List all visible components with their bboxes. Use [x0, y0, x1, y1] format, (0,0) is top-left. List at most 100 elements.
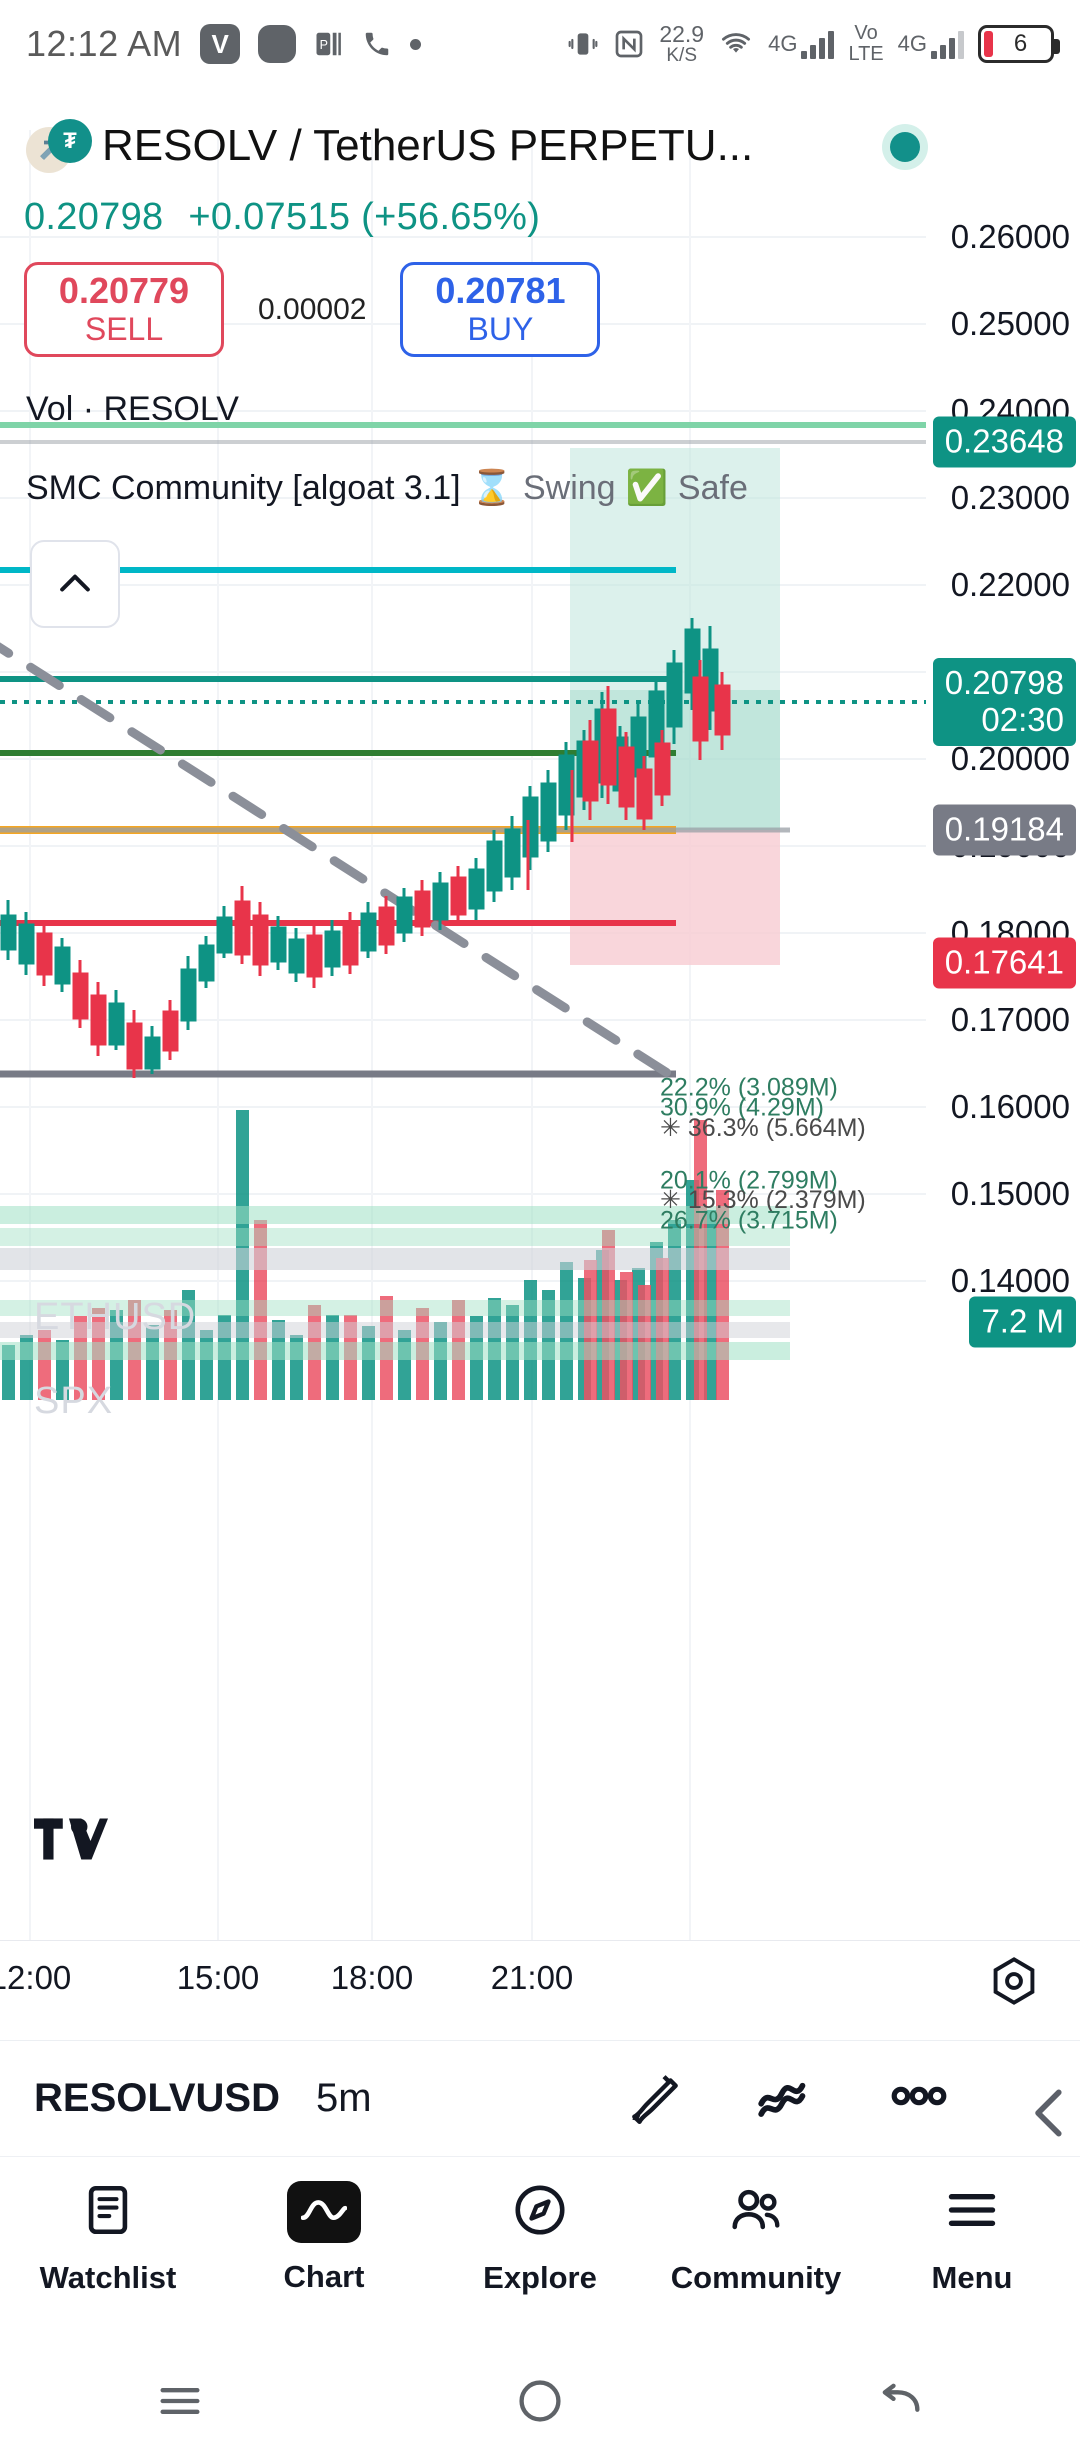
symbol-logos: ₮	[26, 117, 96, 175]
current-price-badge[interactable]: 0.20798 02:30	[932, 658, 1076, 746]
change-absolute: +0.07515	[188, 196, 351, 238]
legend-volume[interactable]: Vol · RESOLV	[26, 390, 239, 428]
price-chart[interactable]: 22.2% (3.089M) 30.9% (4.29M) ✳ 36.3% (5.66…	[0, 130, 926, 1940]
chevron-up-icon	[60, 574, 90, 592]
time-axis-label: 15:00	[176, 1959, 260, 1996]
price-axis[interactable]: 0.260000.250000.240000.230000.220000.210…	[926, 130, 1080, 1940]
nav-label-watchlist: Watchlist	[39, 2260, 177, 2295]
time-axis-label: 18:00	[330, 1959, 414, 1996]
hourglass-icon: ⌛	[470, 469, 513, 507]
volume-profile-label: ✳ 15.3% (2.379M)	[660, 1186, 866, 1214]
price-axis-label: 0.15000	[950, 1175, 1070, 1212]
chart-settings-icon[interactable]	[988, 1955, 1040, 2007]
time-axis[interactable]: 12:00 15:00 18:00 21:00	[0, 1940, 1080, 2014]
battery-icon: 6	[978, 25, 1060, 63]
home-icon[interactable]	[514, 2375, 566, 2432]
sell-label: SELL	[84, 310, 164, 347]
toolbar-symbol[interactable]: RESOLVUSD	[34, 2076, 280, 2120]
android-system-nav	[0, 2346, 1080, 2460]
volume-profile-label: 22.2% (3.089M)	[660, 1073, 838, 1102]
hamburger-icon	[943, 2181, 1001, 2244]
trade-buttons: 0.20779 SELL 0.00002 0.20781 BUY	[24, 262, 601, 357]
price-level-badge[interactable]: 7.2 M	[969, 1296, 1076, 1348]
nav-label-community: Community	[670, 2260, 842, 2295]
buy-price: 0.20781	[435, 270, 566, 312]
check-mark-icon: ✅	[625, 469, 668, 507]
price-level-badge[interactable]: 0.19184	[932, 804, 1076, 856]
nav-item-explore[interactable]: Explore	[440, 2181, 640, 2296]
nav-item-menu[interactable]: Menu	[872, 2181, 1072, 2296]
price-axis-label: 0.26000	[950, 218, 1070, 255]
time-axis-label: 12:00	[0, 1959, 72, 1996]
signal-4g-1: 4G	[768, 29, 835, 59]
last-price: 0.20798	[24, 196, 164, 238]
price-axis-label: 0.14000	[950, 1262, 1070, 1299]
buy-button[interactable]: 0.20781 BUY	[400, 262, 601, 357]
change-percent: (+56.65%)	[361, 196, 541, 238]
volume-profile-label: 26.7% (3.715M)	[660, 1206, 838, 1235]
compass-icon	[511, 2181, 569, 2244]
status-time: 12:12 AM	[26, 23, 183, 64]
svg-text:P: P	[320, 38, 328, 52]
nav-item-community[interactable]: Community	[656, 2181, 856, 2296]
legend-indicator[interactable]: SMC Community [algoat 3.1] ⌛ Swing ✅ Saf…	[26, 468, 748, 508]
nav-item-chart[interactable]: Chart	[224, 2181, 424, 2295]
background-symbol-text: SPX	[34, 1380, 114, 1422]
recorder-icon	[258, 25, 297, 63]
back-icon[interactable]	[874, 2375, 926, 2432]
signal-4g-2: 4G	[898, 29, 964, 59]
people-icon	[727, 2181, 785, 2244]
symbol-status-indicator	[882, 124, 928, 170]
quote-line: 0.20798 +0.07515 (+56.65%)	[24, 196, 540, 239]
chevron-left-icon[interactable]	[1020, 2082, 1062, 2137]
nav-label-menu: Menu	[931, 2260, 1013, 2295]
nav-label-chart: Chart	[283, 2259, 365, 2294]
price-axis-label: 0.25000	[950, 305, 1070, 342]
network-speed-indicator: 22.9 K/S	[659, 21, 705, 66]
candle-series	[0, 618, 731, 1078]
price-level-badge[interactable]: 0.23648	[932, 416, 1076, 468]
price-axis-label: 0.17000	[950, 1001, 1070, 1038]
nav-label-explore: Explore	[483, 2260, 597, 2295]
indicators-icon[interactable]	[756, 2065, 818, 2132]
time-axis-label: 21:00	[490, 1959, 574, 1996]
price-axis-label: 0.22000	[950, 566, 1070, 603]
bottom-navigation: Watchlist Chart Explore Community Menu	[0, 2156, 1080, 2346]
volume-profile-label: 30.9% (4.29M)	[660, 1093, 824, 1122]
stop-zone	[570, 830, 780, 965]
price-level-badge[interactable]: 0.17641	[932, 937, 1076, 989]
draw-pencil-icon[interactable]	[624, 2065, 686, 2132]
buy-label: BUY	[467, 310, 534, 347]
symbol-header[interactable]: ₮ RESOLV / TetherUS PERPETU...	[0, 110, 1080, 182]
volume-profile-label: ✳ 36.3% (5.664M)	[660, 1114, 866, 1142]
price-axis-label: 0.20000	[950, 740, 1070, 777]
indicator-tag-swing: Swing	[522, 468, 616, 507]
volume-profile-label: 20.1% (2.799M)	[660, 1166, 838, 1195]
indicator-name: SMC Community [algoat 3.1]	[26, 468, 461, 507]
sell-button[interactable]: 0.20779 SELL	[24, 262, 224, 357]
symbol-title[interactable]: RESOLV / TetherUS PERPETU...	[102, 121, 754, 170]
price-axis-label: 0.23000	[950, 479, 1070, 516]
background-symbol-text: ETHUSD	[34, 1296, 197, 1338]
status-bar: 12:12 AM V P 22.9 K/S	[0, 0, 1080, 88]
nav-item-watchlist[interactable]: Watchlist	[8, 2181, 208, 2296]
toolbar-interval[interactable]: 5m	[315, 2076, 372, 2120]
volte-icon: Vo LTE	[848, 22, 884, 65]
collapse-legend-button[interactable]	[30, 540, 120, 628]
indicator-tag-safe: Safe	[677, 468, 748, 507]
more-options-icon[interactable]	[888, 2065, 950, 2132]
tether-logo-icon: ₮	[48, 119, 92, 163]
wifi-icon	[718, 28, 754, 60]
picture-in-picture-icon: P	[314, 28, 344, 60]
spread-value: 0.00002	[258, 292, 367, 326]
chart-icon	[287, 2181, 361, 2243]
price-axis-label: 0.16000	[950, 1088, 1070, 1125]
watchlist-icon	[79, 2181, 137, 2244]
tradingview-logo-icon	[34, 1810, 108, 1868]
chart-toolbar: RESOLVUSD 5m	[0, 2040, 1080, 2156]
vibrate-icon	[567, 28, 599, 60]
recents-icon[interactable]	[154, 2375, 206, 2432]
phone-icon	[362, 29, 392, 59]
nfc-icon	[613, 28, 645, 60]
dot-icon	[410, 38, 422, 50]
